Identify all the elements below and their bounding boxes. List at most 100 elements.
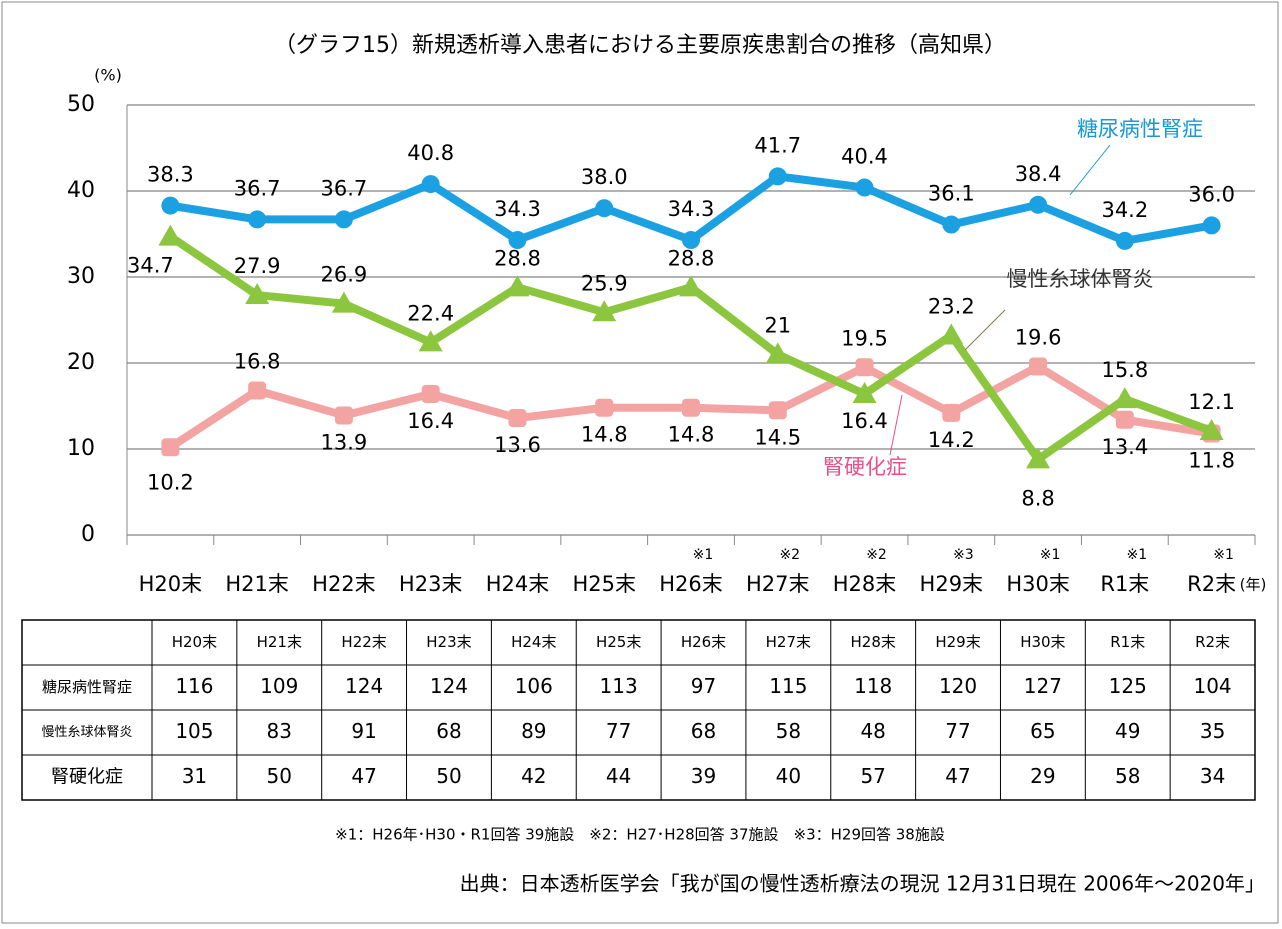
marker [248, 381, 267, 400]
marker [1029, 195, 1048, 214]
marker [768, 401, 787, 420]
table-cell: 48 [860, 719, 885, 743]
table-cell: 77 [606, 719, 631, 743]
value-label: 25.9 [581, 271, 628, 295]
series-name-leader [889, 394, 903, 456]
y-tick-label: 0 [81, 522, 95, 547]
table-cell: 113 [600, 674, 638, 698]
table-header: H24末 [511, 633, 556, 651]
table-header: R2末 [1195, 633, 1230, 651]
table-cell: 97 [691, 674, 716, 698]
x-tick-label: R1末 [1100, 572, 1149, 596]
value-label: 22.4 [407, 301, 454, 325]
value-label: 34.3 [668, 197, 715, 221]
value-label: 36.0 [1188, 182, 1235, 206]
marker [595, 398, 614, 417]
x-tick-label: R2末 [1187, 572, 1236, 596]
series-name: 慢性糸球体腎炎 [1007, 267, 1154, 291]
table-cell: 42 [521, 764, 546, 788]
table-cell: 35 [1200, 719, 1225, 743]
value-label: 14.2 [928, 428, 975, 452]
table-cell: 83 [267, 719, 292, 743]
marker [1026, 447, 1051, 469]
table-cell: 68 [436, 719, 461, 743]
table-cell: 29 [1030, 764, 1055, 788]
table-header: H22末 [341, 633, 386, 651]
value-label: 26.9 [321, 263, 368, 287]
marker [855, 358, 874, 377]
x-tick-label: H27末 [746, 572, 810, 596]
table-cell: 127 [1024, 674, 1062, 698]
table-cell: 34 [1200, 764, 1225, 788]
value-label: 36.7 [321, 176, 368, 200]
marker [1029, 357, 1048, 376]
table-header: H29末 [935, 633, 980, 651]
value-label: 13.9 [321, 430, 368, 454]
row-label: 慢性糸球体腎炎 [41, 724, 132, 740]
marker [768, 167, 787, 186]
value-label: 34.7 [127, 254, 174, 278]
table-cell: 31 [182, 764, 207, 788]
y-unit: (%) [94, 66, 122, 85]
table-header: H25末 [596, 633, 641, 651]
marker [161, 196, 180, 215]
table-cell: 65 [1030, 719, 1055, 743]
value-label: 14.5 [754, 425, 801, 449]
table-cell: 105 [175, 719, 213, 743]
footnote: ※1：H26年･H30・R1回答 39施設 ※2：H27･H28回答 37施設 … [335, 826, 945, 844]
value-label: 38.0 [581, 165, 628, 189]
value-label: 14.8 [581, 423, 628, 447]
table-cell: 115 [769, 674, 807, 698]
value-label: 10.2 [147, 470, 194, 494]
table-cell: 47 [945, 764, 970, 788]
category-note: ※1 [693, 547, 714, 563]
marker [682, 398, 700, 417]
series-name-leader [964, 309, 1006, 351]
value-label: 36.1 [928, 182, 975, 206]
table-cell: 118 [854, 674, 892, 698]
category-note: ※2 [779, 547, 800, 563]
table-header: H27末 [766, 633, 811, 651]
value-label: 8.8 [1021, 486, 1054, 510]
value-label: 14.8 [668, 423, 715, 447]
value-label: 13.4 [1101, 435, 1148, 459]
table-cell: 50 [267, 764, 292, 788]
marker [1115, 231, 1134, 250]
table-header: H23末 [426, 633, 471, 651]
value-label: 40.4 [841, 145, 888, 169]
x-tick-label: H30末 [1006, 572, 1070, 596]
marker [595, 199, 614, 218]
value-label: 16.4 [841, 409, 888, 433]
table-cell: 44 [606, 764, 631, 788]
marker [679, 275, 703, 297]
x-tick-label: H26末 [659, 572, 723, 596]
table-cell: 57 [860, 764, 885, 788]
value-label: 28.8 [494, 246, 541, 270]
value-label: 41.7 [754, 133, 801, 157]
table-cell: 39 [691, 764, 716, 788]
table-header: R1末 [1110, 633, 1145, 651]
category-note: ※1 [1040, 547, 1061, 563]
category-note: ※3 [953, 547, 974, 563]
value-label: 40.8 [407, 141, 454, 165]
table-cell: 68 [691, 719, 716, 743]
table-cell: 125 [1109, 674, 1147, 698]
value-label: 15.8 [1101, 358, 1148, 382]
table-cell: 47 [351, 764, 376, 788]
table-header: H28末 [851, 633, 896, 651]
category-note: ※1 [1213, 547, 1234, 563]
table-cell: 124 [345, 674, 383, 698]
x-tick-label: H24末 [486, 572, 550, 596]
table-cell: 106 [515, 674, 553, 698]
table-cell: 89 [521, 719, 546, 743]
y-tick-label: 20 [67, 350, 95, 375]
x-tick-label: H21末 [225, 572, 289, 596]
value-label: 16.8 [234, 350, 281, 374]
marker [1112, 387, 1137, 409]
table-header: H20末 [172, 633, 217, 651]
x-tick-label: H22末 [312, 572, 376, 596]
x-tick-label: H28末 [833, 572, 897, 596]
table-header: H21末 [257, 633, 302, 651]
series-name: 糖尿病性腎症 [1077, 117, 1203, 141]
table-cell: 77 [945, 719, 970, 743]
